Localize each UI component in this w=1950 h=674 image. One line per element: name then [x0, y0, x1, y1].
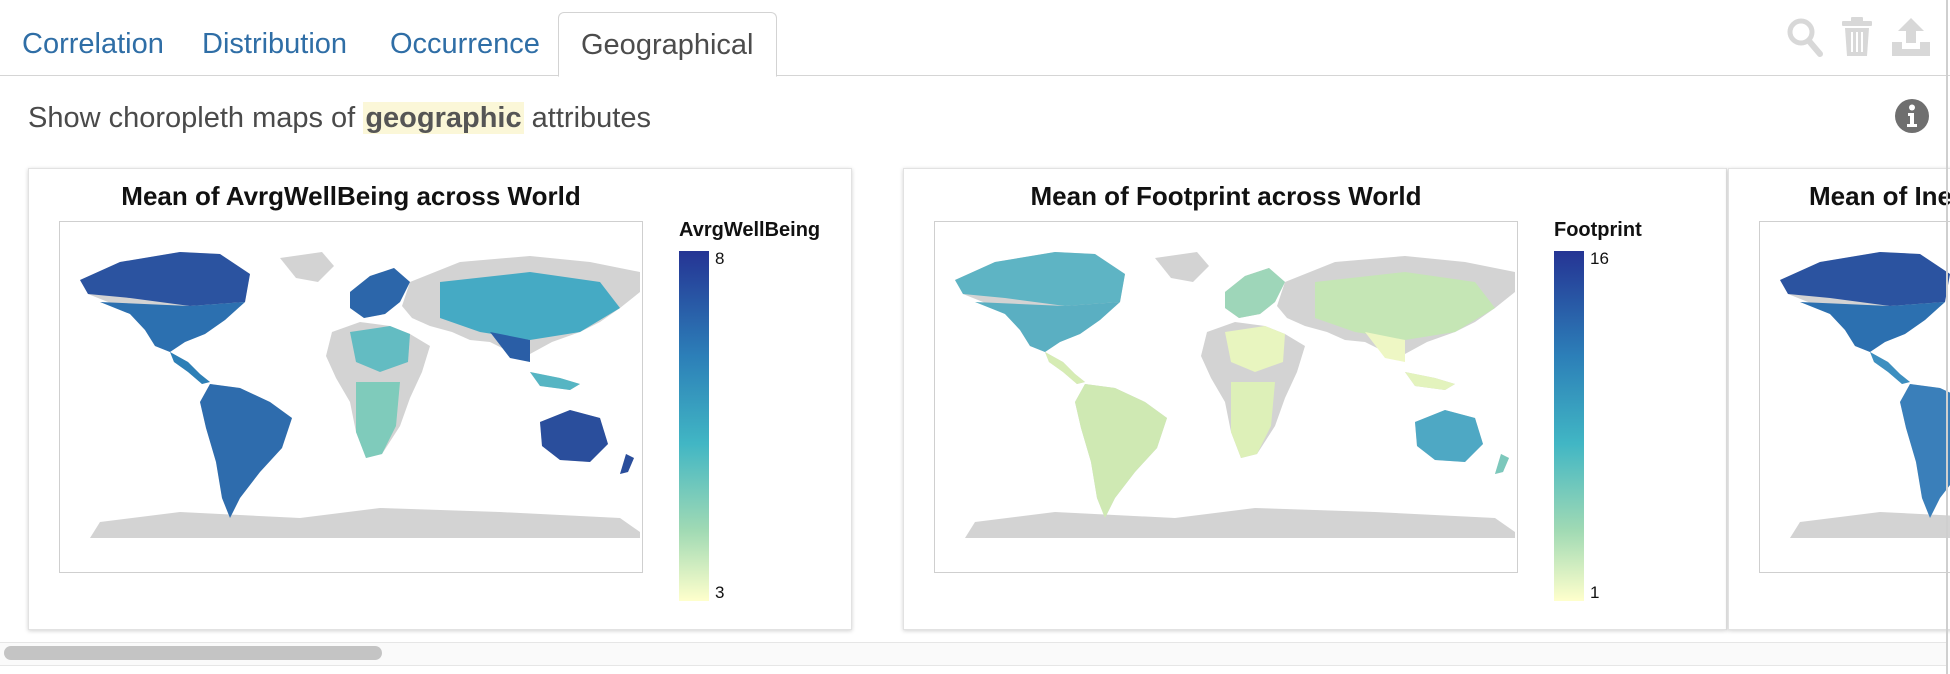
region-central-america [1045, 352, 1085, 384]
region-south-asia [490, 332, 530, 362]
choropleth-card-avrgwellbeing: Mean of AvrgWellBeing across World AvrgW… [28, 168, 852, 630]
tab-correlation[interactable]: Correlation [22, 28, 164, 60]
region-south-africa [1231, 382, 1275, 458]
region-usa [1800, 302, 1945, 352]
region-south-america [200, 384, 292, 518]
region-south-africa [356, 382, 400, 458]
region-indonesia [1405, 372, 1455, 390]
region-canada [1780, 252, 1950, 306]
region-central-america [1870, 352, 1910, 384]
region-asia [1315, 272, 1495, 340]
region-south-america [1900, 384, 1950, 518]
tab-distribution[interactable]: Distribution [202, 28, 348, 60]
horizontal-scrollbar-thumb[interactable] [4, 646, 382, 660]
choropleth-card-footprint: Mean of Footprint across World Footprint… [903, 168, 1727, 630]
region-north-africa [350, 326, 410, 372]
region-australia [1415, 410, 1483, 462]
color-legend [679, 251, 709, 601]
trash-icon[interactable] [1840, 16, 1874, 63]
horizontal-scrollbar-track[interactable] [0, 642, 1946, 666]
region-asia [440, 272, 620, 340]
choropleth-card-partial: Mean of Ine [1728, 168, 1950, 630]
region-new-zealand [620, 454, 634, 474]
region-indonesia [530, 372, 580, 390]
region-usa [100, 302, 245, 352]
legend-max-label: 16 [1590, 249, 1609, 268]
tab-occurrence[interactable]: Occurrence [390, 28, 540, 60]
region-central-america [170, 352, 210, 384]
region-canada [80, 252, 250, 306]
description-suffix: attributes [523, 102, 651, 134]
legend-min-label: 3 [715, 583, 725, 602]
color-legend [1554, 251, 1584, 601]
world-map [1759, 221, 1950, 573]
region-europe [1225, 268, 1285, 318]
region-canada [955, 252, 1125, 306]
region-australia [540, 410, 608, 462]
legend-title: Footprint [1554, 219, 1642, 241]
description-highlight: geographic [363, 102, 524, 134]
region-north-africa [1225, 326, 1285, 372]
region-usa [975, 302, 1120, 352]
chart-title: Mean of AvrgWellBeing across World [121, 181, 581, 211]
region-new-zealand [1495, 454, 1509, 474]
legend-min-label: 1 [1590, 583, 1600, 602]
chart-title: Mean of Ine [1809, 181, 1950, 211]
world-map [934, 221, 1518, 573]
region-south-america [1075, 384, 1167, 518]
world-map [59, 221, 643, 573]
description-prefix: Show choropleth maps of [28, 102, 364, 134]
legend-max-label: 8 [715, 249, 725, 268]
info-icon[interactable] [1894, 98, 1930, 139]
tab-bar: Correlation Distribution Occurrence Geog… [0, 0, 1950, 77]
tab-geographical[interactable]: Geographical [558, 12, 777, 77]
search-icon[interactable] [1786, 16, 1824, 63]
region-south-asia [1365, 332, 1405, 362]
legend-title: AvrgWellBeing [679, 219, 821, 241]
chart-title: Mean of Footprint across World [1030, 181, 1422, 211]
region-europe [350, 268, 410, 318]
section-description: Show choropleth maps of geographic attri… [28, 102, 651, 135]
panel-border [1946, 0, 1948, 674]
upload-icon[interactable] [1890, 16, 1932, 63]
